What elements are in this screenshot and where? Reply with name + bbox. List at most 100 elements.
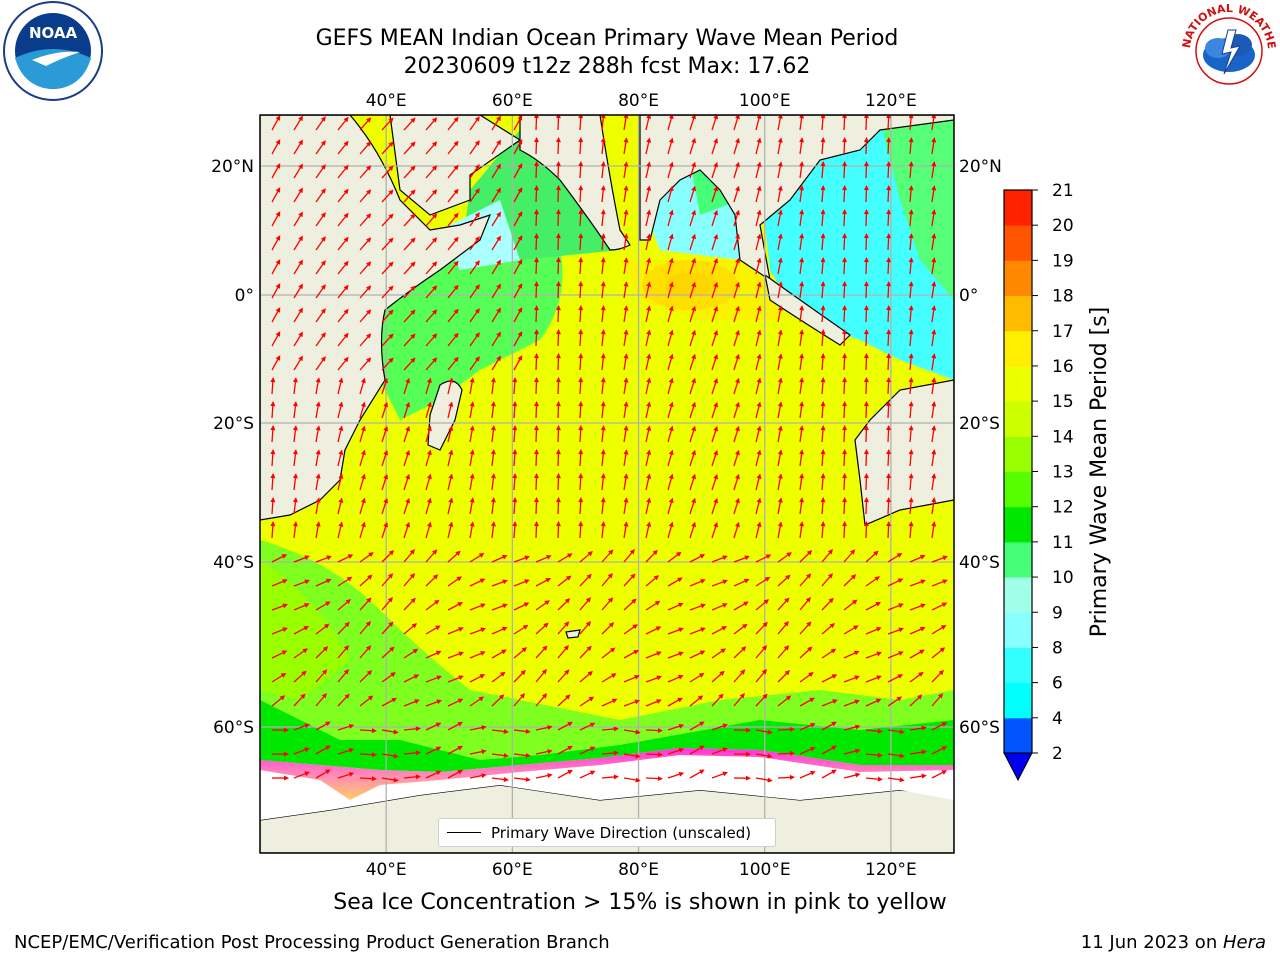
wave-arrow-head: [886, 521, 892, 527]
wave-arrow-head: [799, 209, 805, 215]
wave-arrow-shaft: [359, 359, 370, 371]
wave-arrow-head: [512, 449, 518, 455]
wave-arrow-head: [699, 554, 706, 559]
wave-arrow-shaft: [337, 600, 350, 611]
wave-arrow-shaft: [843, 499, 846, 515]
wave-arrow-shaft: [491, 141, 500, 155]
wave-arrow-head: [898, 651, 904, 656]
wave-arrow-head: [533, 209, 539, 215]
wave-arrow-shaft: [447, 524, 452, 539]
wave-arrow-shaft: [513, 556, 528, 563]
wave-arrow-head: [270, 401, 276, 407]
wave-arrow-shaft: [425, 191, 436, 203]
wave-arrow-shaft: [755, 577, 769, 587]
wave-arrow-head: [275, 307, 281, 313]
wave-arrow-shaft: [535, 259, 538, 275]
wave-arrow-shaft: [755, 212, 761, 227]
wave-arrow-shaft: [293, 524, 297, 539]
wave-arrow-head: [756, 281, 762, 288]
wave-arrow-head: [366, 357, 372, 363]
wave-arrow-shaft: [887, 628, 902, 635]
wave-arrow-head: [921, 749, 927, 755]
wave-arrow-shaft: [733, 308, 739, 323]
wave-arrow-shaft: [909, 211, 912, 227]
wave-arrow-shaft: [931, 140, 935, 155]
wave-arrow-head: [458, 651, 464, 657]
wave-arrow-shaft: [447, 577, 460, 587]
wave-arrow-head: [320, 260, 326, 266]
wave-arrow-shaft: [667, 308, 673, 323]
wave-arrow-head: [831, 769, 837, 775]
wave-arrow-shaft: [799, 428, 803, 443]
wave-arrow-head: [517, 283, 523, 289]
wave-arrow-head: [578, 137, 584, 143]
wave-arrow-head: [623, 233, 629, 239]
wave-arrow-head: [432, 117, 438, 123]
wave-arrow-shaft: [491, 500, 495, 515]
wave-arrow-shaft: [447, 190, 458, 203]
wave-arrow-shaft: [711, 380, 717, 395]
wave-arrow-shaft: [381, 575, 392, 587]
wave-arrow-head: [623, 353, 629, 359]
wave-arrow-shaft: [689, 380, 695, 395]
wave-arrow-head: [348, 748, 355, 753]
wave-arrow-shaft: [777, 452, 782, 467]
wave-arrow-shaft: [711, 772, 726, 779]
lat-tick-label-left: 0°: [235, 286, 254, 306]
wave-arrow-head: [799, 449, 805, 455]
wave-arrow-head: [517, 235, 523, 241]
wave-arrow-shaft: [293, 428, 297, 443]
wave-arrow-shaft: [865, 753, 880, 756]
wave-arrow-shaft: [909, 775, 924, 779]
wave-arrow-shaft: [359, 263, 370, 275]
wave-arrow-shaft: [733, 164, 739, 179]
wave-arrow-shaft: [667, 380, 673, 395]
wave-arrow-shaft: [403, 550, 414, 563]
wave-arrow-shaft: [733, 625, 746, 635]
wave-arrow-shaft: [469, 500, 474, 515]
wave-arrow-shaft: [623, 476, 627, 491]
wave-arrow-shaft: [425, 452, 431, 467]
axis-ticks: 40°E40°E60°E60°E80°E80°E100°E100°E120°E1…: [211, 91, 1002, 880]
wave-arrow-head: [555, 449, 561, 455]
wave-arrow-shaft: [623, 600, 635, 611]
wave-arrow-shaft: [425, 500, 431, 515]
wave-arrow-head: [390, 672, 396, 678]
wave-arrow-head: [718, 693, 724, 699]
wave-arrow-head: [613, 726, 619, 732]
wave-arrow-shaft: [315, 476, 320, 491]
wave-arrow-head: [600, 353, 606, 359]
wave-arrow-shaft: [403, 335, 414, 347]
yellow-green-patch: [260, 560, 350, 700]
wave-arrow-shaft: [337, 310, 348, 323]
wave-arrow-shaft: [645, 551, 657, 563]
wave-arrow-shaft: [359, 167, 370, 179]
wave-arrow-head: [366, 597, 372, 603]
wave-arrow-shaft: [579, 355, 582, 371]
wave-arrow-shaft: [601, 380, 605, 395]
wave-arrow-head: [842, 115, 848, 119]
wave-arrow-head: [799, 401, 805, 407]
wave-arrow-head: [668, 473, 674, 480]
wave-arrow-head: [498, 694, 505, 700]
wave-arrow-head: [320, 356, 326, 362]
wave-arrow-shaft: [359, 777, 375, 780]
wave-arrow-shaft: [337, 452, 342, 467]
wave-arrow-shaft: [777, 524, 782, 539]
wave-arrow-head: [886, 115, 892, 119]
wave-arrow-head: [635, 777, 641, 783]
wave-arrow-head: [941, 746, 948, 751]
wave-arrow-shaft: [887, 729, 902, 733]
wave-arrow-head: [876, 627, 882, 632]
colorbar-swatch: [1004, 260, 1032, 297]
wave-arrow-shaft: [513, 309, 522, 323]
wave-arrow-shaft: [689, 260, 695, 275]
wave-arrow-head: [565, 575, 572, 581]
wave-arrow-head: [646, 449, 652, 455]
wave-arrow-shaft: [557, 403, 560, 419]
wave-arrow-shaft: [931, 308, 935, 323]
wave-arrow-shaft: [447, 142, 458, 155]
wave-arrow-shaft: [271, 499, 274, 515]
wave-arrow-shaft: [645, 140, 650, 155]
wave-arrow-head: [886, 305, 892, 311]
